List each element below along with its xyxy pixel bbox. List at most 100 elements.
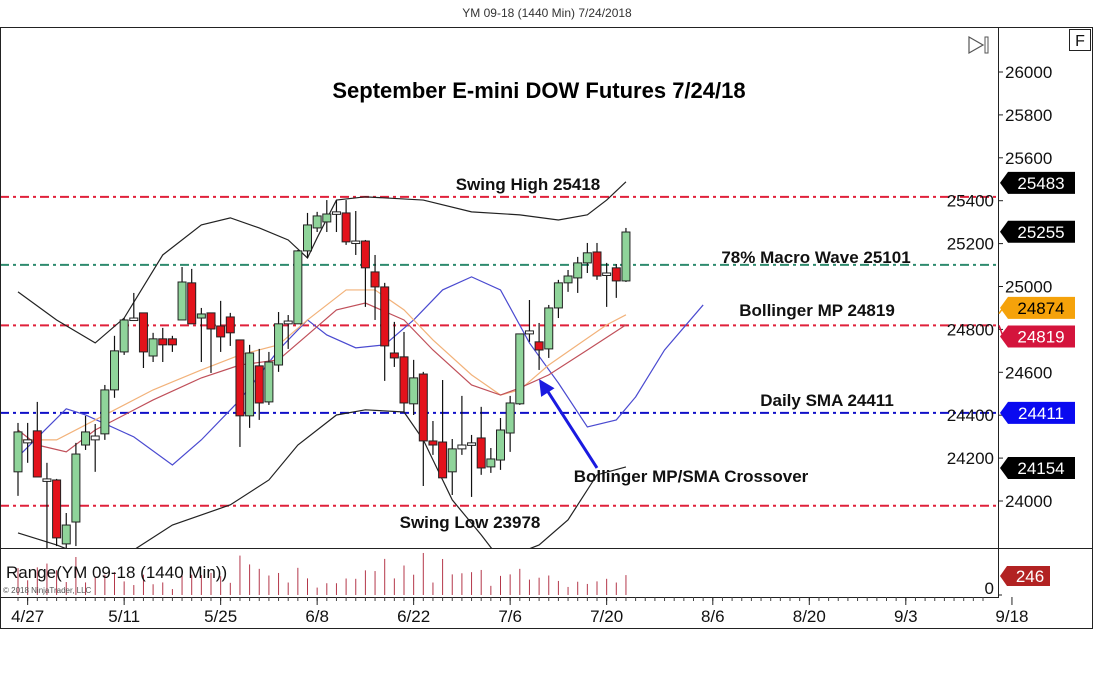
price-tick-label: 24200 — [947, 449, 994, 468]
candle-body — [621, 231, 631, 282]
date-tick-label: 7/20 — [590, 607, 623, 626]
candle — [496, 417, 505, 470]
candle — [42, 462, 52, 548]
f-button[interactable]: F — [1069, 29, 1091, 51]
date-tick-label: 8/20 — [793, 607, 826, 626]
candles — [13, 200, 631, 548]
price-marker-tag — [1000, 296, 1075, 319]
candle-body — [438, 441, 448, 479]
price-marker-value: 24154 — [1017, 459, 1064, 478]
candle — [611, 263, 621, 298]
price-tick-label: 24800 — [947, 320, 994, 339]
candle-body — [264, 361, 274, 403]
candle-body — [42, 478, 52, 482]
price-marker-value: 24874 — [1017, 299, 1064, 318]
candle-body — [380, 286, 390, 347]
annotations: Swing High 25418 78% Macro Wave 25101 Boll… — [400, 175, 911, 532]
date-tick-label: 5/25 — [204, 607, 237, 626]
price-marker: 25255 — [1000, 220, 1075, 243]
candle-body — [418, 373, 428, 442]
candle — [438, 380, 448, 479]
candle-body — [148, 338, 158, 357]
candle — [264, 351, 274, 405]
candle-body — [90, 435, 100, 441]
price-tick-label: 26000 — [1005, 63, 1052, 82]
candle-body — [254, 365, 264, 404]
candle-body — [486, 458, 496, 468]
candle — [582, 242, 592, 273]
candle-body — [428, 440, 438, 446]
candle-body — [370, 271, 380, 288]
candle-body — [303, 224, 312, 252]
candle-body — [177, 281, 187, 321]
candle-body — [138, 312, 148, 353]
candle-body — [158, 338, 168, 346]
candle — [216, 300, 226, 352]
candle — [399, 331, 409, 412]
price-tick-label: 24400 — [947, 406, 994, 425]
candle-body — [360, 240, 370, 269]
price-marker: 24819 — [998, 325, 1075, 348]
candle — [293, 250, 303, 325]
date-tick-label: 6/22 — [397, 607, 430, 626]
candle — [467, 434, 477, 497]
indicator-lines — [17, 181, 704, 548]
f-button-label: F — [1075, 33, 1085, 50]
candle — [322, 200, 332, 233]
candle — [544, 304, 554, 358]
date-tick-label: 6/8 — [305, 607, 329, 626]
candle — [196, 307, 206, 363]
price-marker-value: 24819 — [1017, 328, 1064, 347]
candle — [351, 210, 361, 255]
candle-body — [196, 313, 206, 319]
candle — [167, 335, 177, 352]
range-last-value: 246 — [1016, 567, 1044, 586]
candle — [360, 239, 370, 307]
scroll-to-end-button[interactable] — [968, 35, 989, 55]
price-marker: 24154 — [1000, 456, 1075, 479]
candle — [148, 332, 158, 363]
candle — [13, 422, 23, 496]
candle — [235, 339, 245, 447]
candle-body — [206, 312, 216, 330]
candle — [177, 266, 187, 321]
candle-body — [293, 250, 303, 325]
price-tick-label: 25800 — [1005, 106, 1052, 125]
candle — [563, 269, 573, 292]
candle-body — [553, 282, 563, 309]
candle — [312, 211, 322, 233]
candle — [370, 254, 380, 320]
candle-body — [187, 282, 197, 325]
candle — [602, 262, 612, 307]
price-marker-tag — [1000, 220, 1075, 243]
crossover-arrow — [543, 386, 599, 469]
chart-frame — [0, 27, 1093, 629]
chart-title: September E-mini DOW Futures 7/24/18 — [332, 78, 745, 103]
price-markers: 25483 25255 24874 24819 24411 24154 — [998, 171, 1075, 479]
candle-body — [32, 430, 42, 478]
candle — [52, 478, 62, 547]
price-marker: 24874 — [998, 296, 1075, 319]
candle-body — [71, 453, 81, 523]
candle-body — [534, 341, 544, 351]
candle — [90, 423, 100, 472]
candle — [303, 212, 312, 258]
candle-body — [399, 356, 409, 404]
date-tick-label: 5/11 — [108, 607, 140, 626]
candle-body — [331, 211, 341, 215]
candle — [100, 384, 110, 440]
candle-body — [409, 377, 419, 405]
level-label: 78% Macro Wave 25101 — [721, 248, 910, 267]
candle-body — [573, 262, 583, 279]
candle — [23, 422, 33, 463]
candle — [457, 395, 467, 455]
date-tick-label: 8/6 — [701, 607, 725, 626]
price-axis-ticks: 26000 25800 25600 25400 25200 25000 24800 24600… — [947, 63, 1053, 511]
play-to-end-icon — [968, 35, 985, 55]
candle-body — [476, 437, 486, 469]
indicator-line — [17, 181, 627, 344]
price-marker-tag — [1000, 171, 1075, 194]
candle — [621, 227, 631, 282]
